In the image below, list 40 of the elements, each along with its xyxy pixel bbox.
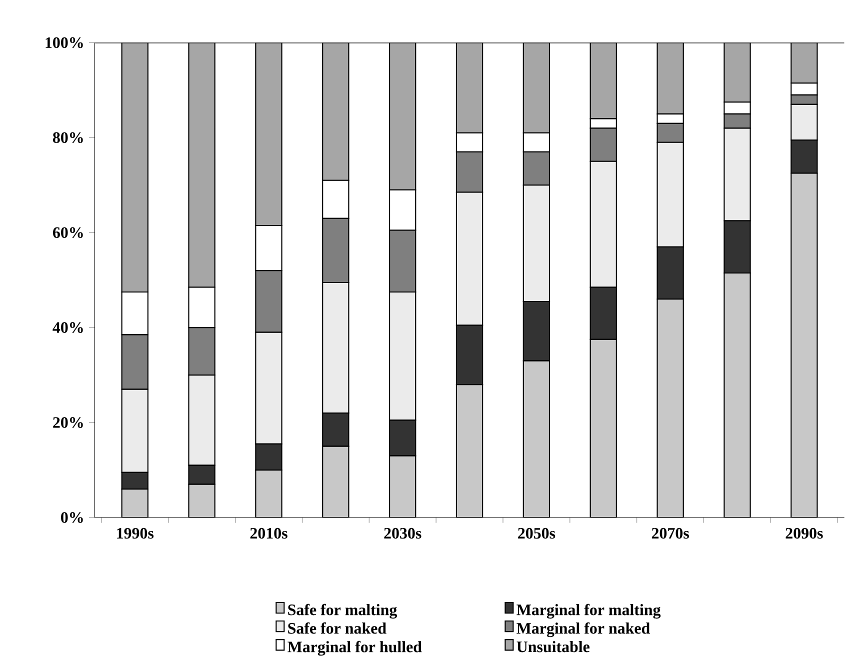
x-tick-label: 2050s [518, 528, 556, 539]
y-tick-label: 100% [46, 37, 83, 48]
bar [456, 42, 484, 134]
bar [724, 42, 751, 103]
bar [121, 488, 148, 518]
bar [389, 42, 416, 191]
legend-label: Safe for naked [288, 622, 386, 634]
x-tick-label: 2070s [652, 528, 689, 539]
x-tick-label: 1990s [117, 528, 154, 539]
y-tick-label: 0% [61, 512, 83, 524]
bar [121, 42, 148, 293]
legend-label: Safe for malting [288, 604, 398, 619]
bar [522, 42, 550, 134]
bar [188, 42, 216, 288]
legend-label: Marginal for hulled [288, 641, 422, 656]
x-tick-label: 2090s [786, 528, 823, 539]
bar [590, 42, 617, 120]
bar [255, 470, 282, 518]
bar [389, 455, 416, 518]
x-tick-label: 2030s [384, 528, 422, 539]
bar [590, 339, 617, 518]
bar [255, 42, 282, 226]
bar [322, 42, 350, 182]
bar [188, 484, 216, 518]
bar [656, 298, 684, 518]
legend-label: Unsuitable [516, 641, 590, 652]
bar [456, 384, 484, 518]
bar [522, 360, 550, 518]
bar [322, 446, 350, 518]
x-tick-label: 2010s [250, 528, 288, 539]
legend-label: Marginal for naked [516, 622, 650, 638]
bar [790, 172, 818, 518]
legend-label: Marginal for malting [516, 604, 661, 619]
y-tick-label: 40% [52, 322, 83, 334]
bar [724, 272, 751, 518]
bar [656, 42, 684, 115]
y-tick-label: 60% [52, 227, 83, 238]
y-tick-label: 20% [53, 417, 83, 428]
y-tick-label: 80% [52, 132, 83, 144]
bar [790, 42, 818, 84]
